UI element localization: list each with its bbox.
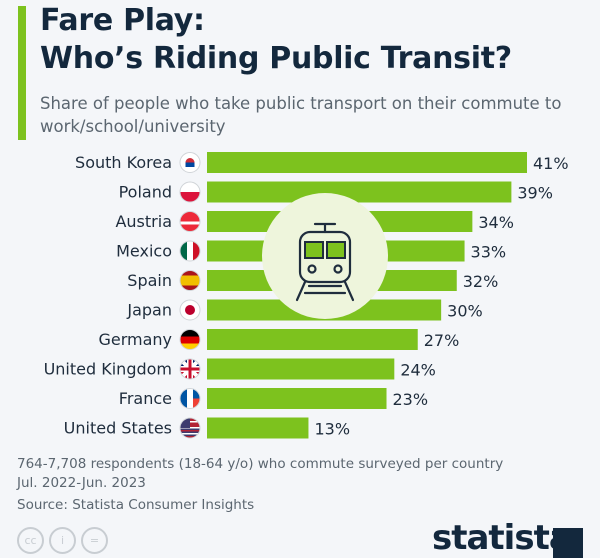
train-window [304,241,324,259]
flag-part [193,241,200,261]
flag-body [180,388,200,409]
flag-border [179,270,201,291]
flag-part [187,241,193,261]
source-note: Source: Statista Consumer Insights [17,497,255,513]
bar-united-kingdom [207,358,395,380]
respondents-note: 764-7,708 respondents (18-64 y/o) who co… [17,456,504,472]
flag-part [180,224,200,232]
flag-body [180,152,200,173]
flag-border [179,388,201,409]
flag-part [180,336,200,344]
flag-france-icon [179,388,201,409]
chart-subtitle: Share of people who take public transpor… [40,94,562,136]
train-pantograph [313,222,337,234]
value-label: 23% [393,390,429,409]
statista-logo-mark [553,528,583,558]
bar-germany [207,329,418,350]
flag-border [179,211,201,232]
category-label: Japan [126,301,172,320]
statista-logo[interactable]: statista [432,518,572,558]
flag-part [180,436,200,438]
value-label: 32% [463,272,499,291]
value-label: 41% [533,154,569,173]
value-label: 24% [400,361,436,380]
flag-spain-icon [179,270,201,291]
flag-border [179,358,201,380]
flag-part [180,329,200,340]
category-label: Austria [115,212,172,231]
category-label: Mexico [116,242,172,261]
chart-title: Fare Play: Who’s Riding Public Transit? [40,3,512,76]
flag-south-korea-icon [179,152,201,173]
bar-france [207,388,387,409]
flag-part [180,162,200,173]
bar-chart: South Korea 41% Poland 39% Austria 34% Mexico 3… [44,152,569,439]
category-label: Germany [98,330,172,349]
value-label: 34% [478,213,514,232]
train-light [307,264,317,274]
flag-border [179,240,201,262]
flag-body [180,359,200,379]
flag-border [179,152,201,173]
flag-body [180,211,200,232]
flag-body [180,329,200,350]
train-icon [262,193,388,319]
flag-part [180,418,190,428]
flag-japan-icon [179,299,201,321]
value-label: 39% [517,184,553,203]
title-accent-bar [18,6,26,140]
flag-germany-icon [179,329,201,350]
flag-part [180,343,200,350]
train-icon-background [262,193,388,319]
value-label: 30% [447,302,483,321]
flag-part [180,275,200,286]
train-light [333,264,343,274]
flag-border [179,299,201,321]
footnotes: 764-7,708 respondents (18-64 y/o) who co… [17,455,503,515]
category-label: United Kingdom [44,360,172,379]
category-label: Spain [127,271,172,290]
bar-united-states [207,417,309,439]
flag-uk-icon [179,358,201,380]
train-tracks [295,280,355,302]
flag-austria-icon [179,211,201,232]
flag-border [179,329,201,350]
flag-body [180,270,200,291]
flag-body [180,182,200,202]
train-body [298,230,352,284]
train-window [326,241,346,259]
flag-part [180,388,187,409]
flag-body [180,300,200,320]
flag-poland-icon [179,181,201,203]
category-label: South Korea [75,153,172,172]
value-label: 27% [424,331,460,350]
flag-body [180,241,200,261]
flag-part [180,241,187,261]
flag-part [187,388,193,409]
flag-part [180,152,200,163]
category-label: United States [64,419,172,438]
flag-body [180,418,200,438]
bar-poland [207,181,512,203]
flag-part [180,192,200,202]
flag-part [180,270,200,276]
value-label: 13% [314,420,350,439]
flag-part [180,182,200,192]
flag-part [180,359,200,379]
flag-border [179,417,201,439]
flag-part [180,211,200,222]
category-label: Poland [119,183,172,202]
flag-border [179,181,201,203]
flag-part [180,433,200,435]
flag-part [185,305,195,315]
survey-period: Jul. 2022-Jun. 2023 [17,475,146,491]
flag-part [180,430,200,432]
bar-south-korea [207,152,527,173]
flag-mexico-icon [179,240,201,262]
category-label: France [119,389,172,408]
flag-usa-icon [179,417,201,439]
flag-part [185,162,195,167]
value-label: 33% [471,243,507,262]
